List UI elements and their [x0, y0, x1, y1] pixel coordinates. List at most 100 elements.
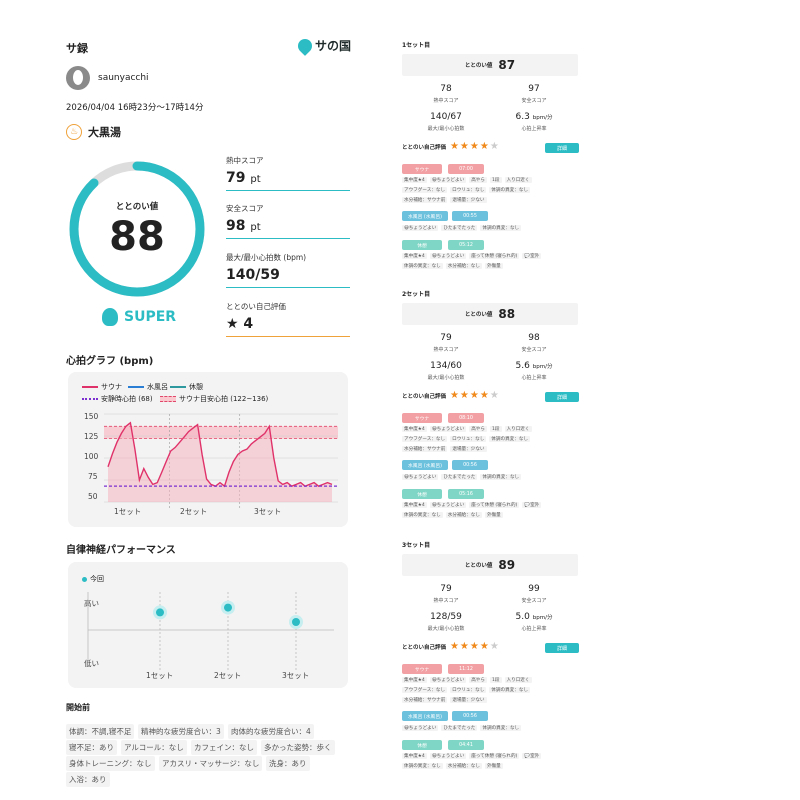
- set-totonoi-label: ととのい値: [464, 563, 493, 569]
- set-hr: 140/67 最大/最小心拍数: [427, 112, 465, 132]
- user-profile[interactable]: saunyacchi: [66, 66, 149, 90]
- set-safety: 97 安全スコア: [521, 84, 547, 104]
- avatar[interactable]: [66, 66, 90, 90]
- y-tick: 150: [84, 412, 99, 421]
- sauna-time: 08:10: [448, 413, 484, 423]
- legend-rest: 休憩: [170, 382, 203, 392]
- pre-tag: 洗身：あり: [266, 756, 310, 771]
- right-column: 1セット目 ととのい値 87 78 熱中スコア 97 安全スコア 140/67 最大/最…: [402, 0, 579, 800]
- brand-name: サの国: [315, 39, 352, 53]
- rest-detail-line: 体調の異変：なし 水分補給：なし 外傷量: [402, 263, 503, 269]
- water-time: 00:56: [452, 460, 488, 470]
- legend-target-band: サウナ目安心拍 (122~136): [160, 394, 268, 404]
- pre-tag: 精神的な疲労度合い：3: [138, 724, 224, 739]
- set-title: 3セット目: [402, 542, 431, 549]
- set-label: 3セット: [254, 507, 282, 516]
- pre-tag: 身体トレーニング：なし: [66, 756, 155, 771]
- water-detail-line: 😀ちょうどよい ひたまでたった 体調の異変：なし: [402, 474, 522, 480]
- set-totonoi-label: ととのい値: [464, 63, 493, 69]
- set-totonoi-value: 89: [498, 558, 516, 572]
- set-totonoi: ととのい値 87: [402, 54, 578, 76]
- sauna-detail-line: 集中度★4 😀ちょうどよい 高やら 1段 入り口近く: [402, 177, 532, 183]
- star-rating: ★★★★★: [449, 141, 500, 152]
- rest-time: 05:16: [448, 489, 484, 499]
- sauna-time: 11:12: [448, 664, 484, 674]
- heat-score-value: 79 pt: [226, 170, 261, 186]
- set-label: 2セット: [180, 507, 208, 516]
- heat-score: 熱中スコア 79 pt: [226, 155, 350, 191]
- rest-detail-line: 集中度★4 😀ちょうどよい 座って休憩 (寝られ的) 💬室外: [402, 753, 542, 759]
- sauna-pill: サウナ: [402, 413, 442, 423]
- y-tick: 75: [88, 472, 98, 481]
- sauna-detail-line: 水分補給：サウナ前 退場量：少ない: [402, 446, 487, 452]
- user-name: saunyacchi: [98, 73, 149, 83]
- divider: [226, 238, 350, 239]
- sauna-hat-icon: [102, 308, 118, 326]
- ans-chart: [87, 592, 334, 670]
- sauna-detail-line: 集中度★4 😀ちょうどよい 高やら 1段 入り口近く: [402, 426, 532, 432]
- ans-card: 今回 高い 低い 1セット 2セット 3セット: [68, 562, 348, 688]
- set-hr: 128/59 最大/最小心拍数: [427, 612, 465, 632]
- visit-datetime: 2026/04/04 16時23分〜17時14分: [66, 103, 204, 113]
- water-detail-line: 😀ちょうどよい ひたまでたった 体調の異変：なし: [402, 725, 522, 731]
- sauna-detail-line: 水分補給：サウナ前 退場量：少ない: [402, 697, 487, 703]
- brand-logo: サの国: [295, 35, 352, 56]
- facility[interactable]: ♨ 大黒湯: [66, 124, 121, 140]
- left-column: サ録 サの国 saunyacchi 2026/04/04 16時23分〜17時1…: [66, 0, 366, 800]
- rest-time: 05:12: [448, 240, 484, 250]
- rest-time: 04:41: [448, 740, 484, 750]
- sauna-time: 07:00: [448, 164, 484, 174]
- y-tick: 100: [84, 452, 99, 461]
- set-totonoi-value: 88: [498, 307, 516, 321]
- ans-legend: 今回: [82, 574, 104, 584]
- water-pill: 水風呂 (水風呂): [402, 460, 448, 470]
- page-title: サ録: [66, 42, 88, 55]
- set-heat: 78 熱中スコア: [433, 84, 459, 104]
- safety-score-label: 安全スコア: [226, 204, 264, 213]
- ans-low-label: 低い: [84, 659, 99, 668]
- set-totonoi-label: ととのい値: [464, 312, 493, 318]
- detail-button[interactable]: 詳細: [545, 643, 579, 653]
- sauna-detail-line: アウフグース：なし ロウリュ：なし 体調の異変：なし: [402, 187, 531, 193]
- self-eval-score: ととのい自己評価 ★ 4: [226, 301, 350, 337]
- ans-set-label: 2セット: [214, 671, 242, 680]
- set-safety: 99 安全スコア: [521, 584, 547, 604]
- hr-graph-card: サウナ 水風呂 休憩 安静時心拍 (68) サウナ目安心拍 (122~136) …: [68, 372, 348, 527]
- safety-score: 安全スコア 98 pt: [226, 203, 350, 239]
- water-pill: 水風呂 (水風呂): [402, 711, 448, 721]
- pre-tag: 寝不足：あり: [66, 740, 117, 755]
- star-rating: ★★★★★: [449, 641, 500, 652]
- pre-title: 開始前: [66, 703, 90, 712]
- detail-button[interactable]: 詳細: [545, 143, 579, 153]
- rank-label: SUPER: [124, 309, 177, 325]
- set-hr: 134/60 最大/最小心拍数: [427, 361, 465, 381]
- y-tick: 50: [88, 492, 98, 501]
- hr-score-label: 最大/最小心拍数 (bpm): [226, 253, 307, 262]
- pre-tag: 体調：不調,寝不足: [66, 724, 135, 739]
- heat-score-label: 熱中スコア: [226, 156, 264, 165]
- hr-series-line: [107, 421, 333, 488]
- water-detail-line: 😀ちょうどよい ひたまでたった 体調の異変：なし: [402, 225, 522, 231]
- divider: [226, 336, 350, 337]
- pre-tag: 肉体的な疲労度合い：4: [228, 724, 314, 739]
- legend-resting-hr: 安静時心拍 (68): [82, 394, 153, 404]
- totonoi-value: 88: [109, 214, 165, 260]
- totonoi-ring: ととのい値 88: [66, 158, 208, 300]
- rest-pill: 休憩: [402, 240, 442, 250]
- hr-graph-title: 心拍グラフ (bpm): [66, 356, 154, 367]
- sauna-pill: サウナ: [402, 664, 442, 674]
- hr-line-chart: [104, 413, 338, 508]
- set-rise: 5.6 bpm/分 心拍上昇率: [515, 361, 553, 381]
- legend-water: 水風呂: [128, 382, 168, 392]
- hr-score-value: 140/59: [226, 267, 280, 283]
- water-time: 00:56: [452, 711, 488, 721]
- ans-set-label: 3セット: [282, 671, 310, 680]
- ans-title: 自律神経パフォーマンス: [66, 545, 176, 556]
- divider: [226, 190, 350, 191]
- detail-button[interactable]: 詳細: [545, 392, 579, 402]
- ans-point: [156, 608, 164, 617]
- rank-badge: SUPER: [102, 308, 176, 326]
- sauna-detail-line: 水分補給：サウナ前 退場量：少ない: [402, 197, 487, 203]
- rest-detail-line: 体調の異変：なし 水分補給：なし 外傷量: [402, 512, 503, 518]
- sauna-detail-line: アウフグース：なし ロウリュ：なし 体調の異変：なし: [402, 687, 531, 693]
